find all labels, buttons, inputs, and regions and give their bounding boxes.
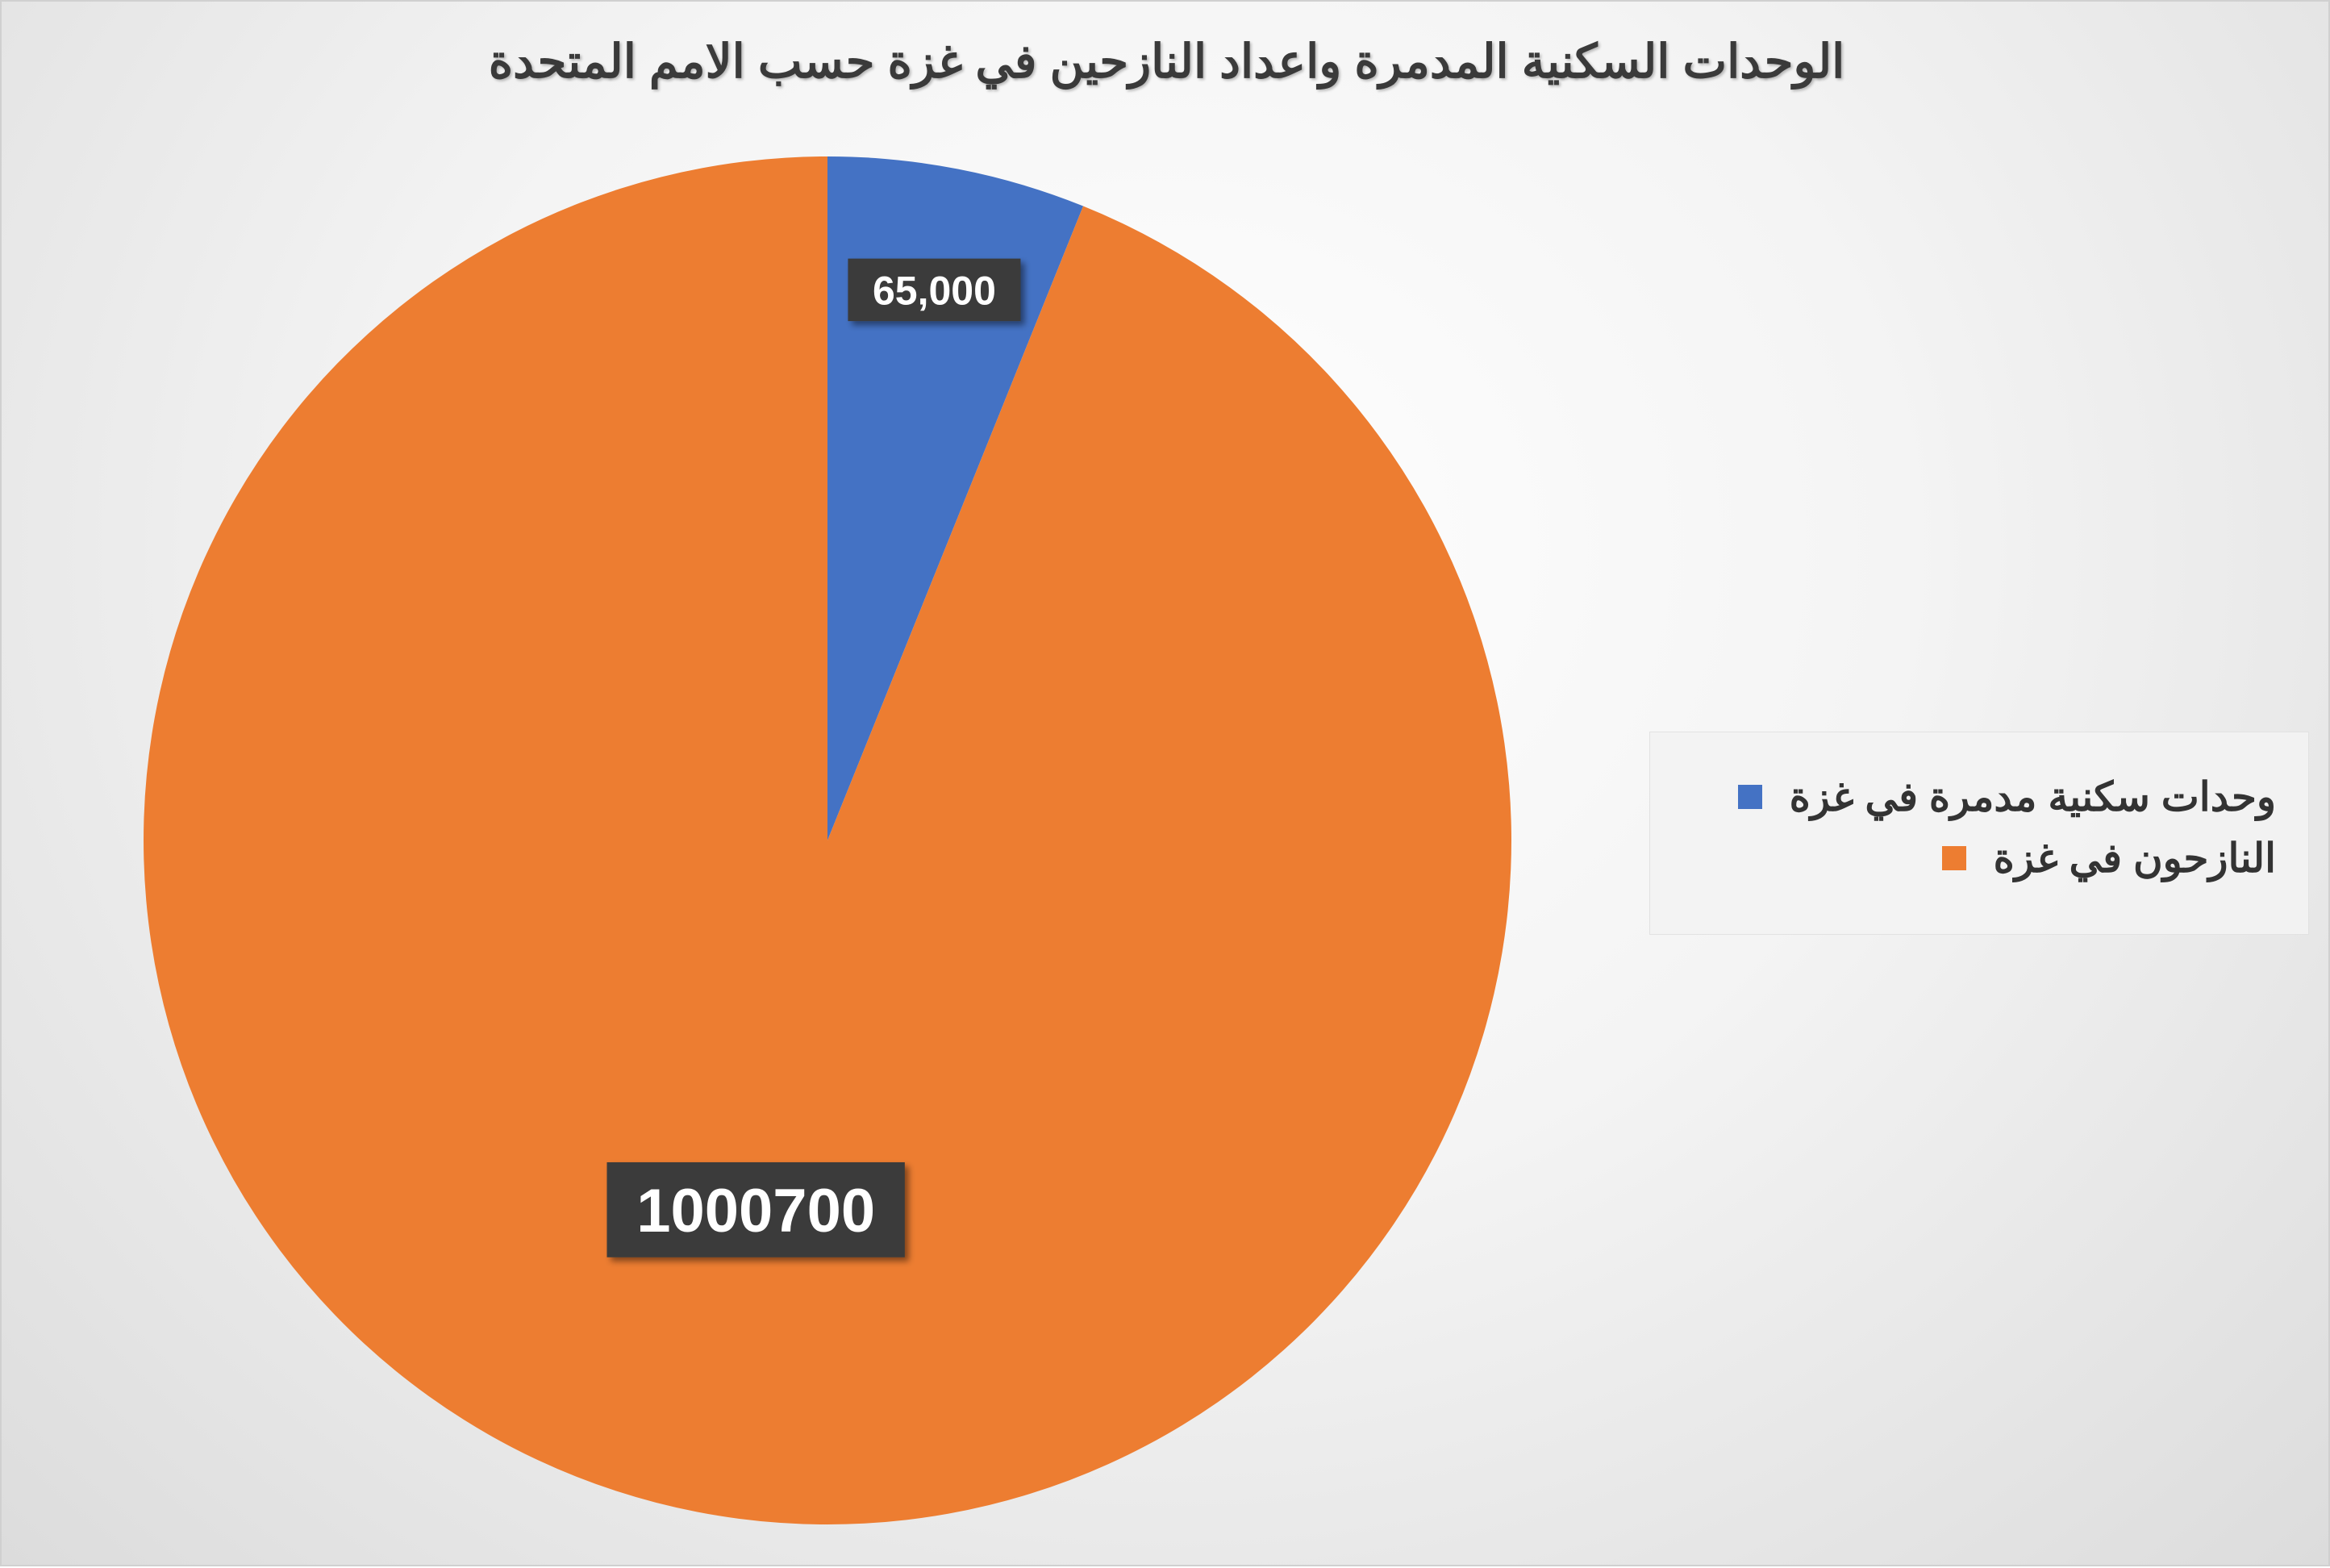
legend-item-destroyed-units: وحدات سكنية مدمرة في غزة xyxy=(1650,766,2276,828)
data-label-displaced: 1000700 xyxy=(606,1161,905,1257)
legend-swatch-displaced xyxy=(1941,846,1966,870)
chart-title: الوحدات السكنية المدمرة واعداد النازحين … xyxy=(488,35,1845,88)
legend-label-destroyed-units: وحدات سكنية مدمرة في غزة xyxy=(1789,774,2276,819)
legend: وحدات سكنية مدمرة في غزة النازحون في غزة xyxy=(1649,732,2309,935)
pie-slice-displaced xyxy=(143,156,1512,1524)
pie-slice-destroyed-units xyxy=(827,156,1084,840)
data-label-destroyed-units: 65,000 xyxy=(848,258,1021,322)
data-label-displaced-box xyxy=(606,1161,905,1257)
legend-swatch-destroyed-units xyxy=(1737,785,1762,809)
data-label-destroyed-units-text: 65,000 xyxy=(873,268,996,313)
legend-label-displaced: النازحون في غزة xyxy=(1993,836,2276,881)
legend-item-displaced: النازحون في غزة xyxy=(1650,828,2276,889)
data-label-displaced-text: 1000700 xyxy=(636,1177,875,1245)
data-label-destroyed-units-box xyxy=(848,258,1021,322)
